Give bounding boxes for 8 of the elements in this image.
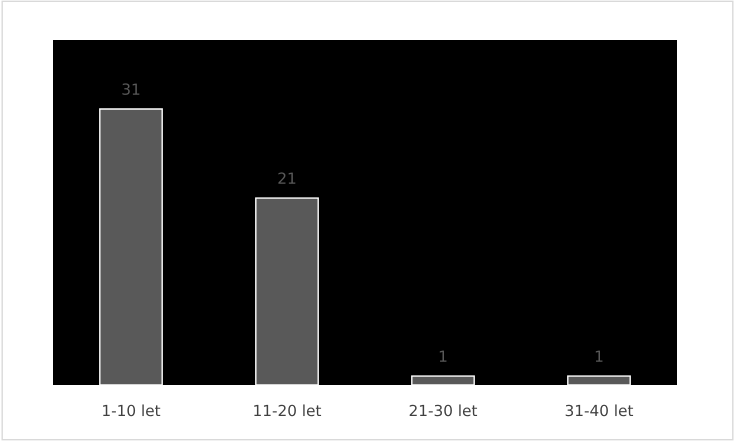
data-label: 1 (596, 350, 602, 362)
x-tick-label: 31-40 let (566, 404, 634, 416)
x-tick-label: 11-20 let (254, 404, 322, 416)
x-tick-label: 21-30 let (410, 404, 478, 416)
data-label: 31 (122, 83, 140, 95)
data-label: 1 (440, 350, 446, 362)
x-tick-label: 1-10 let (103, 404, 160, 416)
data-label: 21 (278, 172, 296, 184)
